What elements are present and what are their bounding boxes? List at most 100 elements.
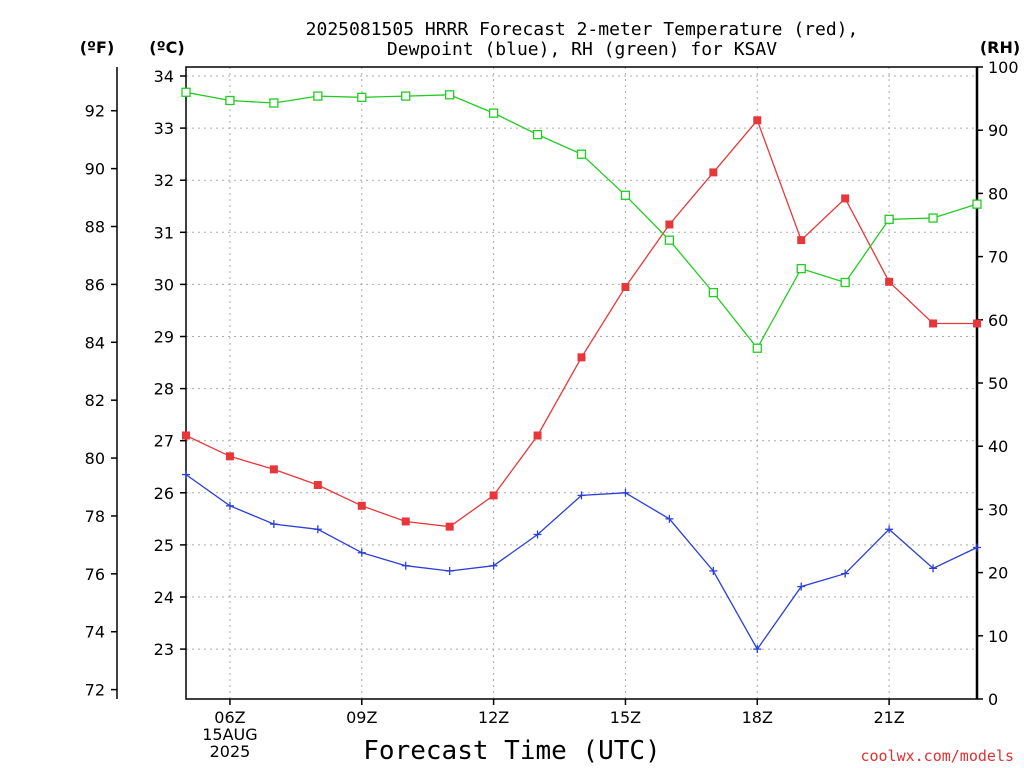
dewpoint-point: [313, 525, 322, 534]
rh-tick-label: 80: [988, 184, 1008, 203]
dewpoint-line: [185, 474, 978, 651]
celsius-tick-label: 32: [154, 171, 174, 190]
relative_humidity-point: [840, 277, 850, 288]
fahrenheit-tick-label: 74: [85, 623, 105, 642]
x-tick-label: 06Z: [214, 708, 245, 727]
temperature-point: [709, 168, 718, 177]
fahrenheit-tick-label: 76: [85, 565, 105, 584]
relative_humidity-point: [269, 98, 279, 108]
x-tick-label: 09Z: [346, 708, 377, 727]
celsius-tick-label: 30: [154, 275, 174, 294]
relative_humidity-point: [532, 129, 543, 140]
x-tick-label: 15Z: [610, 708, 641, 727]
temperature-point: [401, 517, 410, 526]
temperature-point: [797, 236, 806, 245]
celsius-tick-label: 23: [154, 640, 174, 659]
dewpoint-point: [182, 470, 190, 479]
temperature-point: [313, 480, 322, 489]
dewpoint-point: [885, 525, 894, 534]
rh-tick-label: 50: [988, 374, 1008, 393]
dewpoint-point: [753, 645, 762, 654]
fahrenheit-tick-label: 92: [85, 102, 105, 121]
relative_humidity-point: [620, 190, 631, 200]
relative_humidity-point: [357, 92, 367, 102]
celsius-tick-label: 33: [154, 119, 174, 138]
dewpoint-point: [357, 548, 366, 557]
dewpoint-point: [577, 491, 586, 500]
grid-lines: [186, 67, 977, 699]
relative_humidity-point: [664, 235, 675, 245]
celsius-tick-label: 34: [154, 67, 174, 86]
temperature-line: [185, 119, 977, 528]
x-tick-label: 18Z: [742, 708, 773, 727]
rh-tick-label: 70: [988, 248, 1008, 267]
temperature-point: [621, 283, 630, 292]
fahrenheit-tick-label: 84: [85, 333, 105, 352]
celsius-tick-label: 24: [154, 588, 174, 607]
dewpoint-point: [445, 566, 454, 575]
plot-frame: [185, 66, 978, 700]
relative_humidity-point: [576, 149, 587, 159]
dewpoint-point: [973, 543, 981, 552]
celsius-unit-label: (ºC): [149, 38, 184, 57]
chart-title-line-1: 2025081505 HRRR Forecast 2-meter Tempera…: [306, 19, 859, 40]
temperature-point: [225, 452, 234, 461]
relative_humidity-point: [181, 87, 191, 97]
rh-tick-label: 0: [988, 690, 998, 709]
celsius-tick-label: 28: [154, 380, 174, 399]
temperature-point: [489, 491, 498, 500]
x-tick-label: 2025: [210, 742, 251, 761]
temperature-point: [445, 522, 454, 531]
rh-tick-label: 90: [988, 121, 1008, 140]
relative_humidity-line: [185, 91, 978, 350]
rh-tick-label: 60: [988, 311, 1008, 330]
relative_humidity-point: [884, 214, 894, 224]
relative_humidity-point: [972, 199, 982, 209]
temperature-point: [665, 220, 674, 229]
temperature-point: [269, 465, 278, 474]
relative_humidity-point: [445, 90, 455, 100]
celsius-tick-label: 29: [154, 328, 174, 347]
relative_humidity-point: [488, 108, 499, 118]
dewpoint-point: [797, 582, 806, 591]
fahrenheit-tick-label: 86: [85, 275, 105, 294]
fahrenheit-tick-label: 72: [85, 681, 105, 700]
x-axis-label: Forecast Time (UTC): [363, 736, 660, 766]
temperature-point: [973, 319, 981, 328]
rh-tick-label: 20: [988, 564, 1008, 583]
relative_humidity-point: [225, 95, 235, 106]
rh-tick-label: 40: [988, 437, 1008, 456]
relative_humidity-point: [401, 91, 411, 101]
fahrenheit-tick-label: 82: [85, 391, 105, 410]
dewpoint-point: [621, 488, 630, 497]
rh-unit-label: (RH): [980, 38, 1020, 57]
temperature-series: [182, 116, 981, 531]
celsius-tick-label: 27: [154, 432, 174, 451]
fahrenheit-unit-label: (ºF): [80, 38, 115, 57]
temperature-point: [841, 194, 850, 203]
temperature-point: [753, 116, 762, 125]
rh-tick-label: 100: [988, 58, 1019, 77]
chart-title-line-2: Dewpoint (blue), RH (green) for KSAV: [387, 39, 777, 60]
temperature-point: [577, 353, 586, 362]
dewpoint-point: [225, 501, 234, 510]
rh-tick-label: 10: [988, 627, 1008, 646]
dewpoint-point: [401, 561, 410, 570]
x-tick-label: 15AUG: [202, 725, 257, 744]
data-series: [181, 87, 982, 654]
fahrenheit-tick-label: 78: [85, 507, 105, 526]
dewpoint-point: [841, 569, 850, 578]
temperature-point: [929, 319, 938, 328]
relative_humidity-point: [796, 263, 806, 274]
dewpoint-point: [665, 514, 674, 523]
dewpoint-point: [709, 566, 718, 575]
relative_humidity-point: [928, 213, 938, 223]
celsius-tick-label: 26: [154, 484, 174, 503]
relative_humidity-series: [181, 87, 982, 353]
rh-tick-label: 30: [988, 500, 1008, 519]
relative_humidity-point: [313, 91, 323, 101]
axes: 72 74 76 78 80 82 84 86 88 90 92 23 24 25 26 27 28 29 30 31…: [85, 58, 1019, 761]
dewpoint-point: [269, 520, 278, 529]
x-tick-label: 12Z: [478, 708, 509, 727]
